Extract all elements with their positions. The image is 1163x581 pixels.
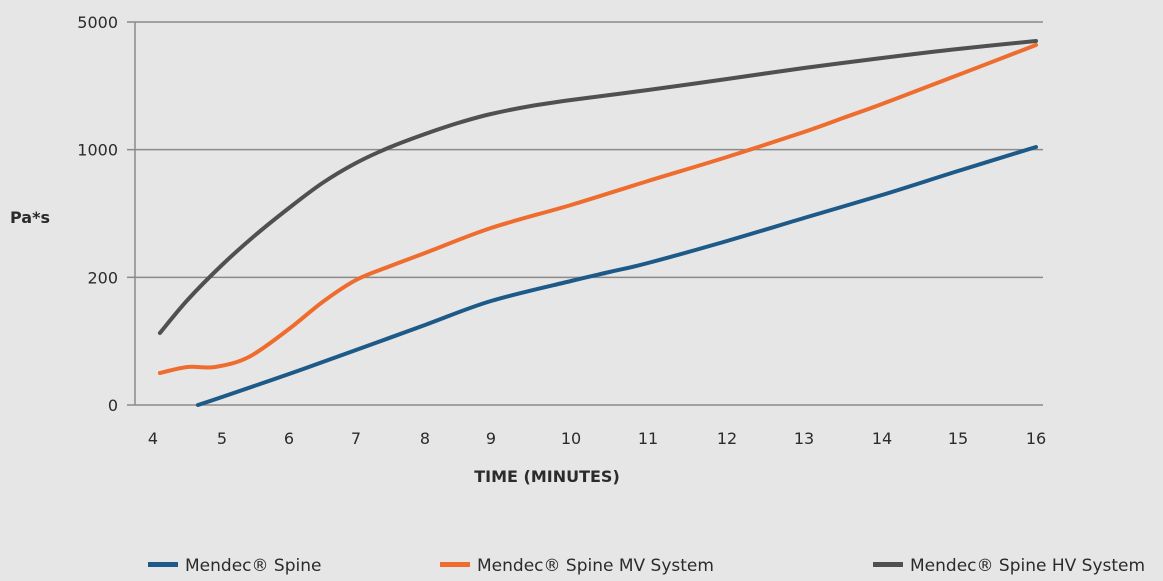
series-line-mendec-spine-mv [157, 43, 1038, 375]
x-tick-label-12: 12 [717, 429, 737, 448]
x-tick-label-11: 11 [638, 429, 658, 448]
x-tick-label-4: 4 [148, 429, 158, 448]
y-tick-label-1000: 1000 [77, 141, 118, 160]
legend-swatch-mendec-spine-mv [440, 562, 470, 567]
legend-label-mendec-spine-mv: Mendec® Spine MV System [477, 556, 714, 576]
x-tick-label-13: 13 [794, 429, 814, 448]
legend-label-mendec-spine: Mendec® Spine [185, 556, 321, 576]
y-axis-title: Pa*s [10, 208, 50, 227]
x-tick-label-9: 9 [486, 429, 496, 448]
x-tick-label-10: 10 [561, 429, 581, 448]
y-tick-label-200: 200 [87, 268, 118, 287]
legend-item-mendec-spine-hv: Mendec® Spine HV System [873, 556, 1145, 576]
x-tick-label-5: 5 [217, 429, 227, 448]
x-tick-label-7: 7 [351, 429, 361, 448]
y-tick-labels: 0 200 1000 5000 [77, 13, 118, 415]
series-line-mendec-spine-hv [157, 39, 1038, 335]
x-tick-label-8: 8 [420, 429, 430, 448]
x-tick-labels: 4 5 6 7 8 9 10 11 12 13 14 15 16 [148, 429, 1046, 448]
x-tick-label-16: 16 [1026, 429, 1046, 448]
legend-item-mendec-spine-mv: Mendec® Spine MV System [440, 556, 714, 576]
x-tick-label-6: 6 [284, 429, 294, 448]
y-tick-label-5000: 5000 [77, 13, 118, 32]
series-layer [157, 39, 1038, 407]
y-tick-label-0: 0 [108, 396, 118, 415]
legend: Mendec® Spine Mendec® Spine MV System Mend… [148, 556, 1145, 576]
legend-label-mendec-spine-hv: Mendec® Spine HV System [910, 556, 1145, 576]
x-tick-label-15: 15 [948, 429, 968, 448]
legend-item-mendec-spine: Mendec® Spine [148, 556, 321, 576]
series-line-mendec-spine [195, 145, 1038, 407]
x-axis-title: TIME (MINUTES) [474, 467, 620, 486]
legend-swatch-mendec-spine-hv [873, 562, 903, 567]
legend-swatch-mendec-spine [148, 562, 178, 567]
x-tick-label-14: 14 [872, 429, 892, 448]
